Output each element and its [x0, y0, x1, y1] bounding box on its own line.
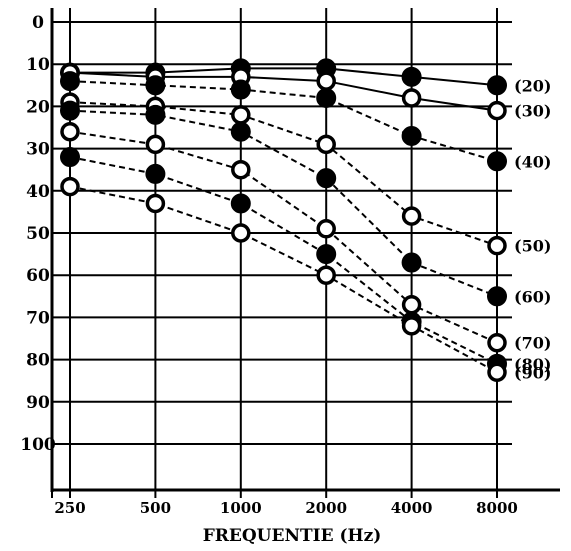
y-tick-label: 60 [26, 266, 50, 286]
filled-circle-point [401, 252, 422, 273]
open-circle-point [60, 121, 80, 142]
x-tick-label: 500 [140, 499, 171, 517]
open-circle-point [487, 100, 507, 121]
open-circle-point [316, 71, 336, 91]
y-tick-label: 40 [26, 182, 50, 202]
filled-circle-point [487, 75, 507, 96]
y-tick-label: 90 [26, 393, 50, 413]
open-circle-point [401, 316, 422, 336]
series-label: (80) [514, 355, 551, 374]
plot-area [52, 8, 560, 486]
filled-circle-point [316, 244, 337, 265]
series-line [69, 130, 498, 344]
series-line [69, 80, 498, 163]
open-circle-point [316, 219, 336, 239]
open-circle-point [487, 235, 507, 256]
y-tick-label: 50 [26, 224, 50, 244]
y-tick-label: 20 [26, 97, 50, 117]
filled-circle-point [230, 121, 251, 142]
series-line [69, 156, 498, 365]
filled-circle-point [230, 79, 251, 100]
series-label: (20) [514, 76, 551, 95]
filled-circle-point [230, 193, 251, 214]
x-tick-label: 2000 [305, 499, 347, 517]
y-tick-label: 10 [26, 55, 50, 75]
open-circle-point [231, 223, 251, 243]
series-labels: (20) (30) (40) (50) (60) (70) (80)(90) [514, 76, 551, 382]
series-label: (40) [514, 152, 551, 171]
x-tick-label: 4000 [391, 499, 433, 517]
open-circle-point [487, 332, 507, 353]
y-tick-label: 80 [26, 351, 50, 371]
filled-circle-point [60, 71, 80, 92]
open-circle-point [145, 134, 166, 155]
filled-circle-point [145, 75, 166, 96]
y-axis-ticks: 0 10 20 30 40 50 60 70 80 90 100 [20, 13, 56, 455]
filled-circle-point [401, 66, 422, 87]
filled-circle-point [316, 87, 337, 108]
series-line [69, 109, 498, 298]
filled-circle-point [316, 168, 337, 189]
series-line [70, 67, 498, 87]
x-axis-ticks: 250 500 1000 2000 4000 8000 [51, 490, 518, 517]
open-circle-point [401, 294, 422, 315]
series-markers [60, 58, 507, 383]
open-circle-point [316, 134, 336, 155]
open-circle-point [231, 159, 251, 180]
open-circle-point [60, 176, 80, 197]
series-label: (90) [514, 363, 551, 382]
filled-circle-point [487, 151, 507, 172]
filled-circle-point [60, 147, 80, 168]
open-circle-point [145, 193, 166, 214]
series-label: (70) [514, 334, 551, 353]
series-label: (30) [514, 102, 551, 121]
open-circle-point [316, 265, 336, 285]
series-label: (50) [514, 237, 551, 256]
y-tick-label: 0 [32, 13, 44, 33]
series-line [69, 101, 498, 247]
x-axis-title: FREQUENTIE (Hz) [203, 526, 382, 546]
filled-circle-point [145, 163, 166, 184]
series-lines [69, 67, 498, 374]
y-tick-label: 100 [20, 435, 56, 455]
filled-circle-point [60, 100, 80, 121]
open-circle-point [401, 88, 422, 108]
series-line [69, 71, 498, 112]
series-line [69, 185, 498, 374]
open-circle-point [401, 206, 422, 226]
filled-circle-point [145, 104, 166, 125]
open-circle-point [231, 105, 251, 125]
x-tick-label: 1000 [220, 499, 262, 517]
filled-circle-point [487, 286, 507, 307]
y-tick-label: 30 [26, 140, 50, 160]
x-tick-label: 8000 [476, 499, 518, 517]
series-label: (60) [514, 287, 551, 306]
y-tick-label: 70 [26, 308, 50, 328]
open-circle-point [487, 362, 507, 383]
x-tick-label: 250 [54, 499, 85, 517]
filled-circle-point [401, 125, 422, 146]
